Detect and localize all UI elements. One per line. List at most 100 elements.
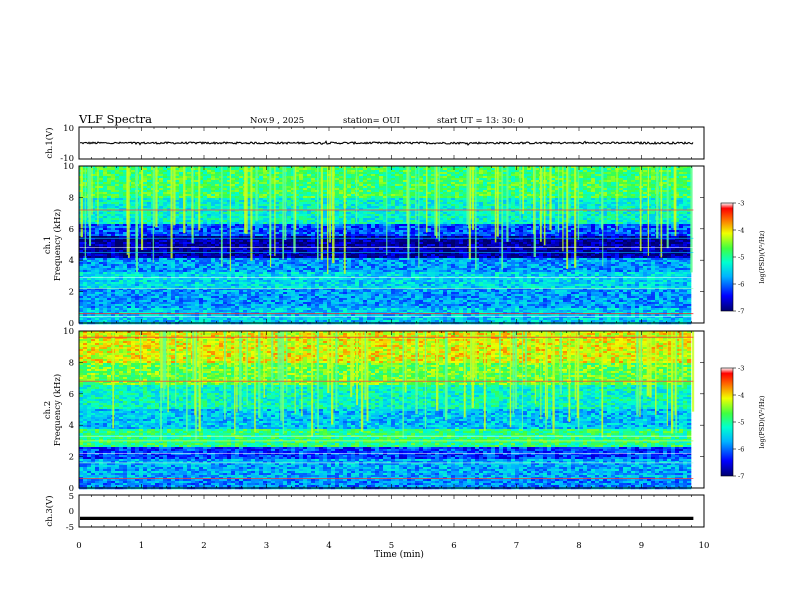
spectrogram-cell bbox=[223, 184, 228, 187]
spectrogram-cell bbox=[327, 202, 332, 205]
spectrogram-cell bbox=[323, 178, 328, 181]
spectrogram-cell bbox=[483, 198, 488, 201]
spectrogram-cell bbox=[475, 192, 480, 195]
spectrogram-cell bbox=[311, 184, 316, 187]
spectrogram-cell bbox=[171, 220, 176, 223]
spectrogram-cell bbox=[563, 216, 568, 219]
spectrogram-cell bbox=[195, 210, 200, 213]
spectrogram-cell bbox=[287, 206, 292, 209]
spectrogram-cell bbox=[399, 218, 404, 221]
spectrogram-cell bbox=[431, 184, 436, 187]
spectrogram-cell bbox=[451, 178, 456, 181]
spectrogram-cell bbox=[687, 210, 692, 213]
spectrogram-cell bbox=[647, 206, 652, 209]
spectrogram-cell bbox=[411, 200, 416, 203]
spectrogram-cell bbox=[163, 168, 168, 171]
spectrogram-cell bbox=[335, 210, 340, 213]
spectrogram-cell bbox=[663, 186, 668, 189]
spectrogram-cell bbox=[367, 196, 372, 199]
spectrogram-cell bbox=[587, 226, 592, 229]
spectrogram-cell bbox=[195, 184, 200, 187]
spectrogram-cell bbox=[163, 196, 168, 199]
spectrogram-cell bbox=[551, 186, 556, 189]
spectrogram-cell bbox=[547, 184, 552, 187]
spectrogram-cell bbox=[367, 220, 372, 223]
spectrogram-cell bbox=[399, 174, 404, 177]
spectrogram-cell bbox=[667, 224, 672, 227]
spectrogram-cell bbox=[415, 216, 420, 219]
spectrogram-cell bbox=[395, 188, 400, 191]
spectrogram-cell bbox=[367, 210, 372, 213]
spectrogram-cell bbox=[451, 224, 456, 227]
spectrogram-cell bbox=[507, 222, 512, 225]
spectrogram-cell bbox=[307, 228, 312, 231]
spectrogram-cell bbox=[499, 176, 504, 179]
spectrogram-cell bbox=[95, 188, 100, 191]
spectrogram-cell bbox=[399, 196, 404, 199]
spectrogram-cell bbox=[371, 166, 376, 169]
spectrogram-cell bbox=[371, 222, 376, 225]
spectrogram-cell bbox=[687, 226, 692, 229]
spectrogram-cell bbox=[687, 192, 692, 195]
spectrogram-cell bbox=[447, 198, 452, 201]
spectrogram-cell bbox=[271, 170, 276, 173]
spectrogram-cell bbox=[499, 228, 504, 231]
spectrogram-cell bbox=[611, 202, 616, 205]
spectrogram-cell bbox=[287, 218, 292, 221]
spectrogram-cell bbox=[111, 172, 116, 175]
spectrogram-cell bbox=[103, 198, 108, 201]
spectrogram-cell bbox=[347, 188, 352, 191]
spectrogram-cell bbox=[651, 166, 656, 169]
spectrogram-cell bbox=[419, 208, 424, 211]
spectrogram-cell bbox=[91, 186, 96, 189]
spectrogram-cell bbox=[483, 206, 488, 209]
spectrogram-cell bbox=[107, 196, 112, 199]
spectrogram-cell bbox=[667, 196, 672, 199]
spectrogram-cell bbox=[619, 168, 624, 171]
spectrogram-cell bbox=[179, 176, 184, 179]
spectrogram-cell bbox=[575, 176, 580, 179]
ch1-waveform-trace bbox=[79, 140, 694, 146]
spectrogram-cell bbox=[535, 172, 540, 175]
spectrogram-cell bbox=[667, 176, 672, 179]
spectrogram-cell bbox=[451, 182, 456, 185]
spectrogram-cell bbox=[619, 178, 624, 181]
spectrogram-cell bbox=[275, 192, 280, 195]
spectrogram-cell bbox=[379, 180, 384, 183]
spectrogram-cell bbox=[563, 168, 568, 171]
spectrogram-cell bbox=[251, 202, 256, 205]
spectrogram-cell bbox=[631, 194, 636, 197]
spectrogram-cell bbox=[491, 186, 496, 189]
spectrogram-cell bbox=[399, 192, 404, 195]
spectrogram-cell bbox=[611, 188, 616, 191]
spectrogram-cell bbox=[131, 190, 136, 193]
spectrogram-cell bbox=[667, 220, 672, 223]
spectrogram-cell bbox=[547, 166, 552, 169]
spectrogram-cell bbox=[643, 174, 648, 177]
spectrogram-cell bbox=[231, 220, 236, 223]
spectrogram-cell bbox=[535, 212, 540, 215]
spectrogram-cell bbox=[399, 210, 404, 213]
spectrogram-cell bbox=[395, 220, 400, 223]
spectrogram-cell bbox=[511, 208, 516, 211]
spectrogram-cell bbox=[295, 182, 300, 185]
spectrogram-cell bbox=[115, 204, 120, 207]
spectrogram-cell bbox=[187, 220, 192, 223]
spectrogram-cell bbox=[555, 212, 560, 215]
spectrogram-cell bbox=[235, 224, 240, 227]
spectrogram-cell bbox=[651, 192, 656, 195]
spectrogram-cell bbox=[335, 206, 340, 209]
spectrogram-cell bbox=[259, 192, 264, 195]
spectrogram-cell bbox=[427, 178, 432, 181]
spectrogram-cell bbox=[375, 216, 380, 219]
spectrogram-cell bbox=[643, 168, 648, 171]
spectrogram-cell bbox=[215, 228, 220, 231]
spectrogram-cell bbox=[503, 212, 508, 215]
spectrogram-cell bbox=[179, 216, 184, 219]
spectrogram-cell bbox=[163, 218, 168, 221]
spectrogram-cell bbox=[339, 224, 344, 227]
spectrogram-cell bbox=[647, 166, 652, 169]
spectrogram-cell bbox=[91, 176, 96, 179]
spectrogram-cell bbox=[643, 208, 648, 211]
spectrogram-cell bbox=[607, 198, 612, 201]
